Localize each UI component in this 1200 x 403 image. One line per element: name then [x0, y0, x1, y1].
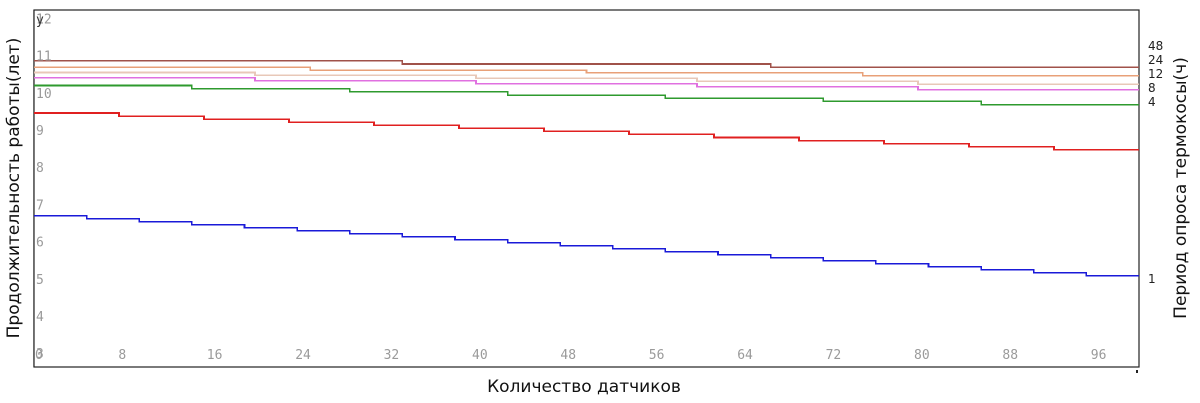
y-tick-label: 10 [36, 87, 52, 102]
y-tick-label: 11 [36, 50, 52, 65]
x-tick-label: 48 [560, 348, 576, 363]
corner-mark [1136, 370, 1138, 373]
y-tick-label: 5 [36, 273, 44, 288]
series-end-label: 24 [1148, 53, 1163, 67]
x-axis-title: Количество датчиков [487, 377, 681, 397]
series-line [34, 66, 1139, 77]
x-tick-label: 80 [914, 348, 930, 363]
x-tick-label: 64 [737, 348, 753, 363]
y-tick-label: 3 [36, 347, 44, 362]
x-tick-label: 96 [1091, 348, 1107, 363]
y-tick-label: 12 [36, 12, 52, 27]
series-line [34, 76, 1139, 91]
series-end-label: 1 [1148, 272, 1156, 286]
y-tick-label: 7 [36, 198, 44, 213]
series-end-label: 12 [1148, 67, 1163, 81]
series-line [34, 71, 1139, 85]
series-end-label: 4 [1148, 95, 1156, 109]
x-tick-label: 8 [118, 348, 126, 363]
series-layer [34, 60, 1139, 277]
series-line [34, 84, 1139, 106]
x-tick-label: 16 [207, 348, 223, 363]
y-axis-marker: y [36, 13, 44, 28]
y2-axis-title: Период опроса термокосы(ч) [1171, 57, 1191, 319]
series-line [34, 60, 1139, 68]
label-layer: 0 8 16 24 32 40 48 56 64 72 80 88 963456789101112482… [35, 12, 1163, 363]
y-axis-title: Продолжительность работы(лет) [4, 38, 24, 339]
y-tick-label: 4 [36, 310, 44, 325]
x-tick-label: 24 [295, 348, 311, 363]
x-tick-label: 72 [826, 348, 842, 363]
y-tick-label: 9 [36, 124, 44, 139]
x-tick-label: 56 [649, 348, 665, 363]
x-tick-label: 40 [472, 348, 488, 363]
series-line [34, 214, 1139, 277]
y-tick-label: 8 [36, 161, 44, 176]
x-tick-label: 32 [384, 348, 400, 363]
series-line [34, 112, 1139, 151]
series-end-label: 48 [1148, 39, 1163, 53]
series-end-label: 8 [1148, 81, 1156, 95]
y-tick-label: 6 [36, 236, 44, 251]
x-tick-label: 0 [35, 348, 43, 363]
x-tick-label: 88 [1002, 348, 1018, 363]
